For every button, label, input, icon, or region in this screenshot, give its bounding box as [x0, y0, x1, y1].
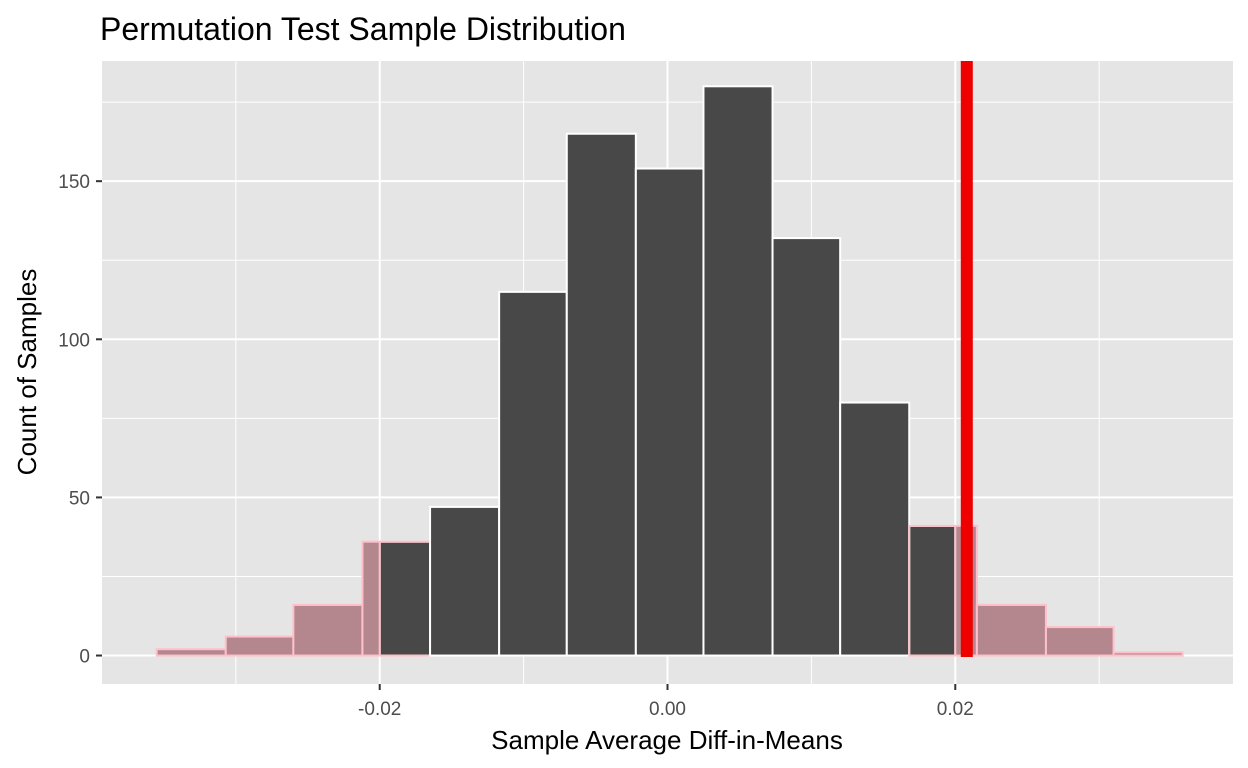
x-tick-label: 0.02	[937, 699, 974, 720]
tail-bar	[1112, 651, 1184, 657]
y-tick-label: 50	[69, 488, 90, 509]
observed-statistic-group	[960, 61, 973, 657]
y-axis: 0 50 100 150	[58, 172, 102, 668]
x-tick-label: 0.00	[649, 699, 686, 720]
tail-bar	[292, 603, 364, 657]
y-axis-title: Count of Samples	[12, 269, 42, 476]
histogram-bars	[155, 85, 1184, 657]
y-tick-label: 0	[79, 647, 90, 668]
histogram-bar	[771, 237, 842, 657]
histogram-bar	[702, 85, 774, 657]
chart-title: Permutation Test Sample Distribution	[100, 11, 626, 47]
tail-bar	[155, 648, 227, 657]
tail-bar-segment	[361, 540, 381, 657]
x-axis: -0.02 0.00 0.02	[358, 684, 974, 720]
tail-bar	[224, 635, 295, 657]
histogram-bar	[634, 167, 705, 657]
y-tick-label: 150	[58, 172, 90, 193]
x-axis-title: Sample Average Diff-in-Means	[491, 725, 843, 755]
histogram-bar	[839, 401, 911, 657]
y-tick-label: 100	[58, 330, 90, 351]
histogram-bar	[429, 505, 501, 657]
x-tick-label: -0.02	[358, 699, 401, 720]
observed-statistic-line	[960, 61, 973, 657]
histogram-bar	[565, 132, 637, 657]
histogram-bar	[498, 290, 568, 657]
tail-bar	[975, 603, 1047, 657]
tail-bar	[1044, 626, 1115, 657]
